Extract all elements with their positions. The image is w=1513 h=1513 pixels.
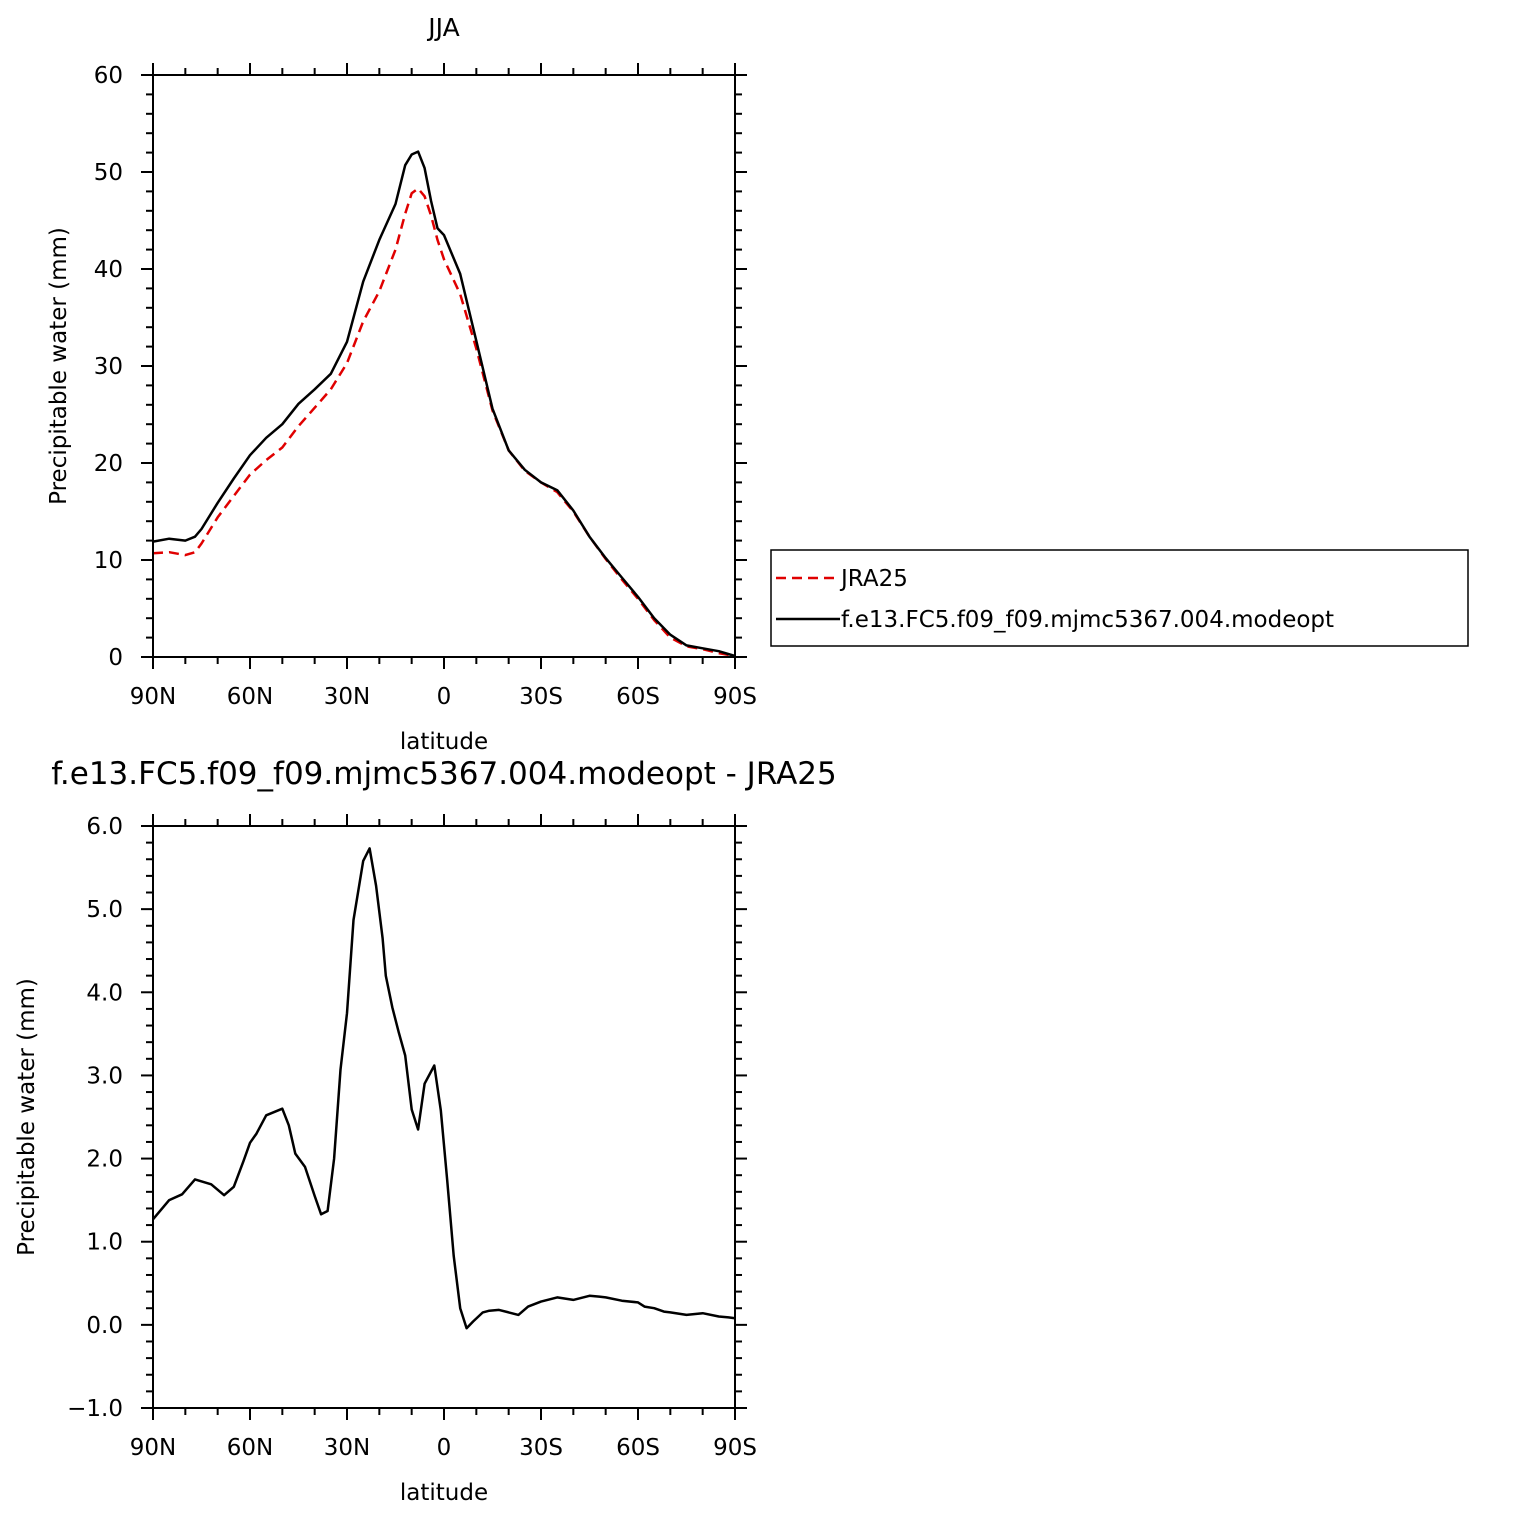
legend-box <box>770 549 1469 647</box>
bottom-chart-title: f.e13.FC5.f09_f09.mjmc5367.004.modeopt -… <box>51 756 837 792</box>
bottom-y-tick-label: 0.0 <box>86 1313 123 1339</box>
bottom-y-tick-label: 4.0 <box>86 980 123 1006</box>
bottom-y-tick-label: 2.0 <box>86 1147 123 1173</box>
bottom-series-group <box>152 847 736 1330</box>
legend-label-model: f.e13.FC5.f09_f09.mjmc5367.004.modeopt <box>841 607 1334 633</box>
bottom-y-tick-label: 1.0 <box>86 1230 123 1256</box>
bottom-x-tick-label: 30N <box>324 1435 370 1461</box>
top-y-tick-label: 40 <box>94 257 123 283</box>
top-x-tick-label: 90N <box>130 684 176 710</box>
legend-label-jra25: JRA25 <box>839 566 908 592</box>
top-panel: JJA 90N 60N 30N 0 30S 60S 90S 0 10 20 30 40 50 60 lat… <box>46 13 757 755</box>
bottom-x-tick-label: 90S <box>713 1435 757 1461</box>
top-y-tick-label: 30 <box>94 354 123 380</box>
top-y-tick-label: 0 <box>108 645 123 671</box>
top-plot-frame <box>152 74 736 658</box>
top-y-tick-label: 50 <box>94 160 123 186</box>
top-x-axis-label: latitude <box>400 729 488 755</box>
bottom-x-axis-label: latitude <box>400 1480 488 1506</box>
top-x-tick-label: 0 <box>437 684 452 710</box>
bottom-x-tick-label: 60N <box>227 1435 273 1461</box>
top-chart-title: JJA <box>426 13 459 42</box>
bottom-tick-labels: 90N 60N 30N 0 30S 60S 90S −1.0 0.0 1.0 2.0 3.0 4.0 5.… <box>67 814 757 1461</box>
bottom-x-tick-label: 0 <box>437 1435 452 1461</box>
bottom-y-tick-label: 6.0 <box>86 814 123 840</box>
top-x-tick-label: 90S <box>713 684 757 710</box>
top-series-line-0 <box>152 187 736 658</box>
top-x-tick-label: 30S <box>519 684 563 710</box>
bottom-plot-frame <box>152 825 736 1409</box>
bottom-x-tick-label: 90N <box>130 1435 176 1461</box>
legend: JRA25 f.e13.FC5.f09_f09.mjmc5367.004.mod… <box>770 549 1469 647</box>
bottom-x-tick-label: 30S <box>519 1435 563 1461</box>
top-series-group <box>152 150 736 658</box>
bottom-panel: f.e13.FC5.f09_f09.mjmc5367.004.modeopt -… <box>14 756 837 1506</box>
top-y-tick-label: 60 <box>94 63 123 89</box>
top-x-tick-label: 30N <box>324 684 370 710</box>
top-y-tick-label: 10 <box>94 548 123 574</box>
top-axis-ticks <box>141 63 747 669</box>
top-y-axis-label: Precipitable water (mm) <box>46 227 72 505</box>
top-series-line-1 <box>152 150 736 658</box>
bottom-y-tick-label: 5.0 <box>86 897 123 923</box>
top-x-tick-label: 60N <box>227 684 273 710</box>
bottom-axis-ticks <box>141 814 747 1420</box>
bottom-x-tick-label: 60S <box>616 1435 660 1461</box>
bottom-y-tick-label: −1.0 <box>67 1396 123 1422</box>
top-x-tick-label: 60S <box>616 684 660 710</box>
top-y-tick-label: 20 <box>94 451 123 477</box>
bottom-series-line-0 <box>152 847 736 1330</box>
bottom-y-axis-label: Precipitable water (mm) <box>14 978 40 1256</box>
top-tick-labels: 90N 60N 30N 0 30S 60S 90S 0 10 20 30 40 50 60 <box>94 63 757 710</box>
bottom-y-tick-label: 3.0 <box>86 1063 123 1089</box>
